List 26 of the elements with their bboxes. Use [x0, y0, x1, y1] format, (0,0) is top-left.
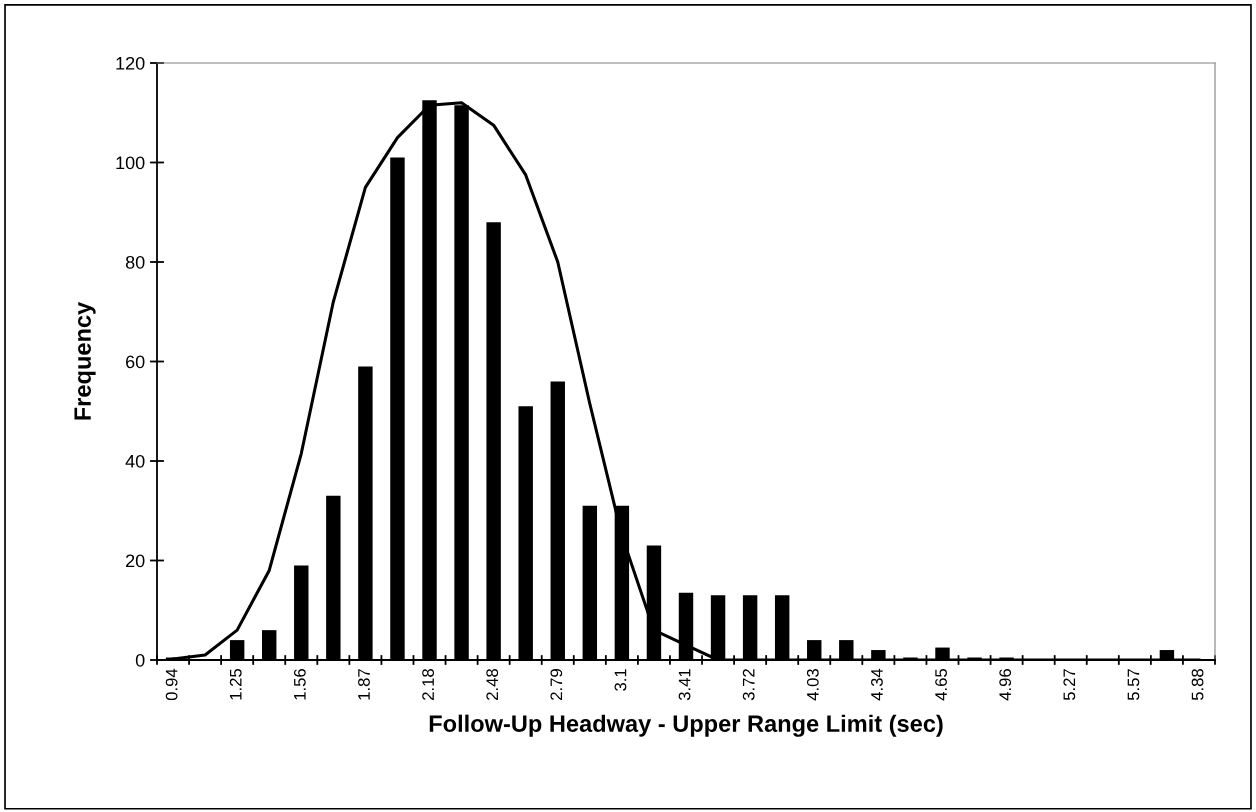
x-tick-label: 0.94 — [165, 668, 178, 701]
y-tick-label: 120 — [116, 56, 145, 70]
x-tick-label: 2.18 — [422, 669, 434, 700]
x-tick-label: 1.87 — [358, 669, 370, 700]
x-tick-label: 4.34 — [871, 668, 883, 701]
y-tick-label: 0 — [135, 653, 145, 667]
y-tick-label: 80 — [125, 255, 145, 269]
x-tick-label: 1.56 — [293, 669, 306, 700]
x-tick-label: 4.65 — [935, 669, 947, 701]
x-tick-label: 4.03 — [806, 669, 819, 701]
y-axis-title: Frequency — [74, 301, 96, 420]
y-tick-label: 40 — [125, 454, 145, 468]
y-tick-label: 20 — [126, 554, 145, 568]
x-tick-label: 4.96 — [999, 669, 1012, 701]
x-tick-label: 1.25 — [229, 669, 242, 700]
x-tick-label: 3.1 — [614, 669, 627, 691]
x-tick-label: 5.27 — [1063, 669, 1076, 701]
y-tick-label: 100 — [116, 156, 145, 170]
x-tick-label: 3.72 — [742, 669, 755, 701]
y-tick-label: 60 — [126, 355, 145, 369]
x-tick-label: 2.48 — [486, 669, 499, 700]
x-tick-label: 2.79 — [550, 669, 563, 700]
x-axis-title: Follow-Up Headway - Upper Range Limit (sec) — [429, 714, 943, 737]
x-tick-label: 3.41 — [678, 669, 691, 701]
x-tick-label: 5.57 — [1127, 669, 1140, 701]
x-tick-label: 5.88 — [1191, 669, 1204, 701]
